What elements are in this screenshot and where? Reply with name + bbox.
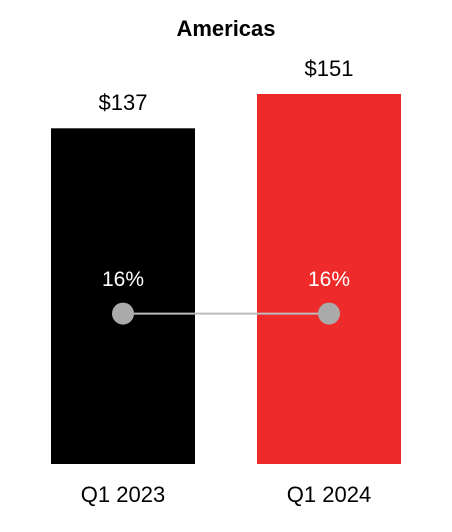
x-tick-label: Q1 2023 (81, 482, 165, 507)
line-point (112, 302, 134, 325)
x-tick-label: Q1 2024 (287, 482, 371, 507)
chart-title: Americas (176, 16, 275, 41)
bar (257, 94, 401, 464)
bar-value-label: $151 (305, 56, 354, 81)
bar-value-label: $137 (99, 90, 148, 115)
point-value-label: 16% (308, 268, 350, 291)
line-point (318, 302, 340, 325)
point-value-label: 16% (102, 268, 144, 291)
bar (51, 128, 195, 465)
